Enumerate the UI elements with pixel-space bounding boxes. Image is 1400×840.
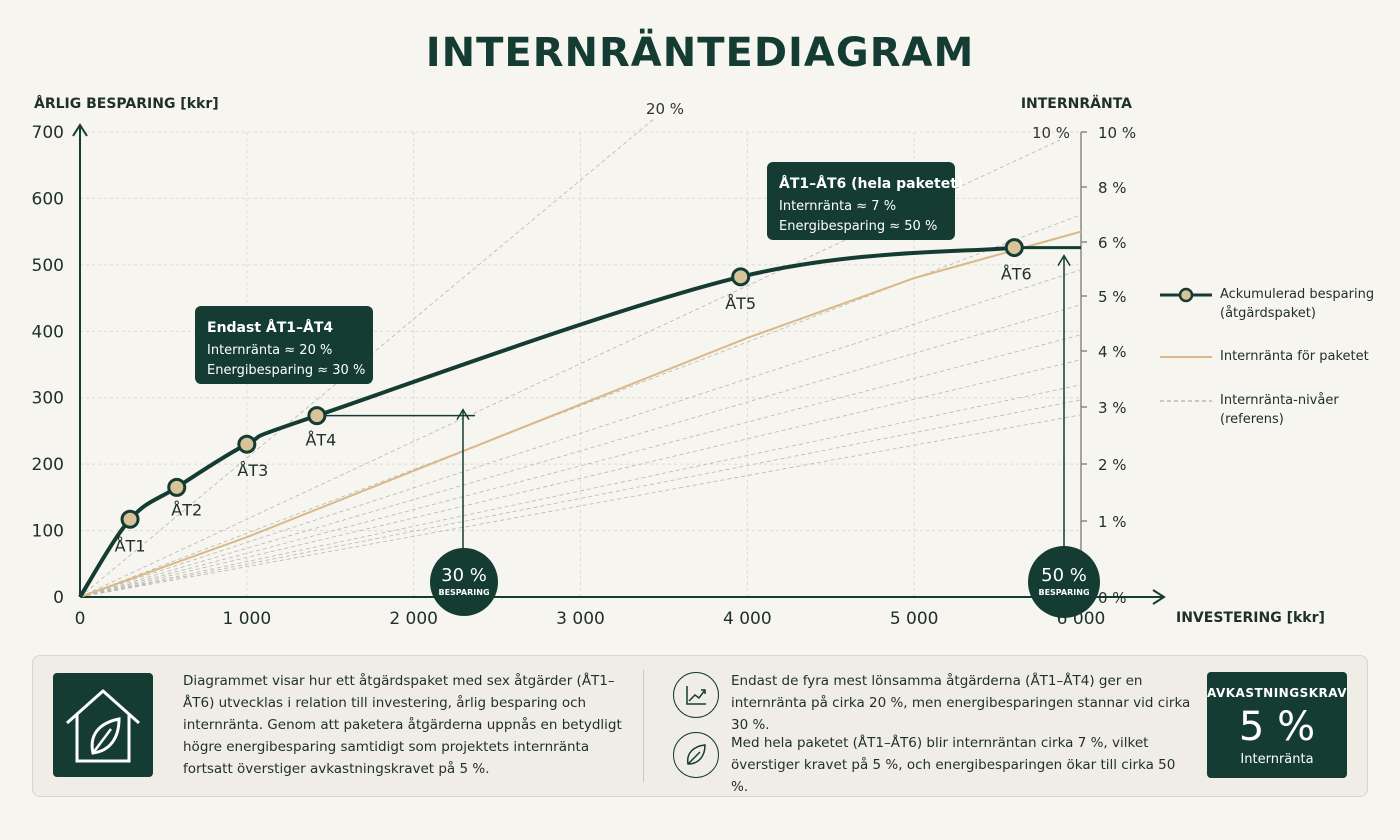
legend-line-marker-icon	[1160, 285, 1212, 305]
reference-irr-line	[79, 304, 1081, 598]
irr-chart: 20 % 10 % 0 100 200 300 400 500 600 700 0 1 000 2 00…	[32, 95, 1325, 629]
legend-item-reference: Internränta-nivåer (referens)	[1160, 391, 1390, 429]
y-right-tick-label: 2 %	[1098, 456, 1127, 474]
return-requirement-value: 5 %	[1238, 704, 1316, 750]
data-point-label: ÅT1	[115, 536, 146, 555]
savings-badge-label: BESPARING	[1038, 588, 1089, 597]
y-right-tick-label: 6 %	[1098, 234, 1127, 252]
legend-item-irr: Internränta för paketet	[1160, 347, 1390, 367]
x-axis-label: INVESTERING [kkr]	[1176, 610, 1325, 626]
reference-irr-line	[79, 359, 1081, 598]
y-tick-label: 0	[53, 588, 64, 608]
savings-badge-value: 50 %	[1041, 565, 1087, 586]
legend-line-icon	[1160, 347, 1212, 367]
x-tick-label: 1 000	[222, 609, 271, 629]
page-title: INTERNRÄNTEDIAGRAM	[425, 30, 975, 76]
data-point-marker	[731, 267, 751, 287]
data-point-marker	[307, 406, 327, 426]
legend-label-reference: Internränta-nivåer (referens)	[1220, 393, 1339, 427]
data-point-marker	[237, 434, 257, 454]
data-point-label: ÅT5	[725, 294, 756, 313]
y-tick-label: 700	[32, 123, 64, 143]
y-right-tick-label: 4 %	[1098, 343, 1127, 361]
reference-irr-line	[79, 414, 1081, 598]
savings-badge	[430, 548, 498, 616]
y-tick-label: 100	[32, 522, 64, 542]
savings-badge	[1028, 546, 1100, 618]
data-point-marker	[1004, 238, 1024, 258]
x-tick-label: 5 000	[890, 609, 939, 629]
reference-irr-line	[79, 399, 1081, 598]
reference-irr-line	[79, 334, 1081, 598]
y-axis-arrow-icon	[72, 123, 88, 137]
y-tick-label: 400	[32, 322, 64, 342]
data-point-marker	[120, 509, 140, 529]
x-tick-label: 0	[75, 609, 86, 629]
trend-chart-icon	[673, 672, 719, 718]
x-axis-arrow-icon	[1152, 589, 1166, 605]
y-tick-label: 500	[32, 256, 64, 276]
y-tick-label: 300	[32, 389, 64, 409]
callout-title: Endast ÅT1–ÅT4	[207, 319, 333, 336]
data-point-label: ÅT4	[305, 431, 336, 450]
callout-box	[767, 162, 955, 240]
callout-title: ÅT1–ÅT6 (hela paketet)	[779, 175, 963, 192]
legend-label-irr: Internränta för paketet	[1220, 349, 1369, 364]
reference-label-10: 10 %	[1032, 124, 1070, 142]
callout-line: Energibesparing ≈ 50 %	[779, 219, 937, 234]
reference-irr-line	[79, 384, 1081, 598]
house-leaf-icon	[53, 673, 153, 777]
data-point-label: ÅT2	[171, 500, 202, 519]
legend: Ackumulerad besparing (åtgärdspaket) Int…	[1160, 285, 1390, 453]
return-requirement-label: AVKASTNINGSKRAV	[1207, 686, 1348, 700]
y-tick-label: 600	[32, 189, 64, 209]
reference-irr-line	[79, 269, 1081, 598]
y-right-tick-label: 3 %	[1098, 399, 1127, 417]
data-point-marker	[167, 477, 187, 497]
y-right-axis-label: INTERNRÄNTA	[1021, 95, 1132, 112]
legend-label-savings: Ackumulerad besparing (åtgärdspaket)	[1220, 287, 1375, 321]
y-right-tick-label: 0 %	[1098, 589, 1127, 607]
callout-line: Internränta ≈ 20 %	[207, 343, 332, 358]
y-right-tick-label: 5 %	[1098, 288, 1127, 306]
return-requirement-sub: Internränta	[1240, 752, 1314, 767]
x-tick-label: 2 000	[389, 609, 438, 629]
callout-box	[195, 306, 373, 384]
summary-panel: Diagrammet visar hur ett åtgärdspaket me…	[32, 655, 1368, 797]
panel-description: Diagrammet visar hur ett åtgärdspaket me…	[183, 673, 622, 777]
y-right-tick-label: 10 %	[1098, 124, 1136, 142]
series-line-irr	[79, 230, 1082, 598]
series-line-savings	[78, 245, 1015, 599]
arrow-up-icon	[456, 408, 470, 421]
reference-irr-line	[79, 139, 1061, 598]
legend-dashed-line-icon	[1160, 391, 1212, 411]
x-tick-label: 3 000	[556, 609, 605, 629]
legend-item-savings: Ackumulerad besparing (åtgärdspaket)	[1160, 285, 1390, 323]
panel-divider	[643, 670, 644, 782]
panel-point-2: Med hela paketet (ÅT1–ÅT6) blir internrä…	[731, 735, 1176, 795]
savings-badge-label: BESPARING	[438, 588, 489, 597]
reference-label-20: 20 %	[646, 100, 684, 118]
panel-point-1: Endast de fyra mest lönsamma åtgärderna …	[731, 673, 1191, 733]
y-tick-label: 200	[32, 455, 64, 475]
y-right-tick-label: 1 %	[1098, 513, 1127, 531]
callout-line: Energibesparing ≈ 30 %	[207, 363, 365, 378]
data-point-label: ÅT3	[237, 461, 268, 480]
callout-line: Internränta ≈ 7 %	[779, 199, 896, 214]
leaf-icon	[673, 732, 719, 778]
savings-badge-value: 30 %	[441, 565, 487, 586]
x-tick-label: 4 000	[723, 609, 772, 629]
data-point-label: ÅT6	[1001, 265, 1032, 284]
return-requirement-box: AVKASTNINGSKRAV 5 % Internränta	[1207, 672, 1347, 778]
arrow-up-icon	[1057, 254, 1071, 266]
y-right-tick-label: 8 %	[1098, 179, 1127, 197]
y-axis-label: ÅRLIG BESPARING [kkr]	[34, 95, 219, 112]
